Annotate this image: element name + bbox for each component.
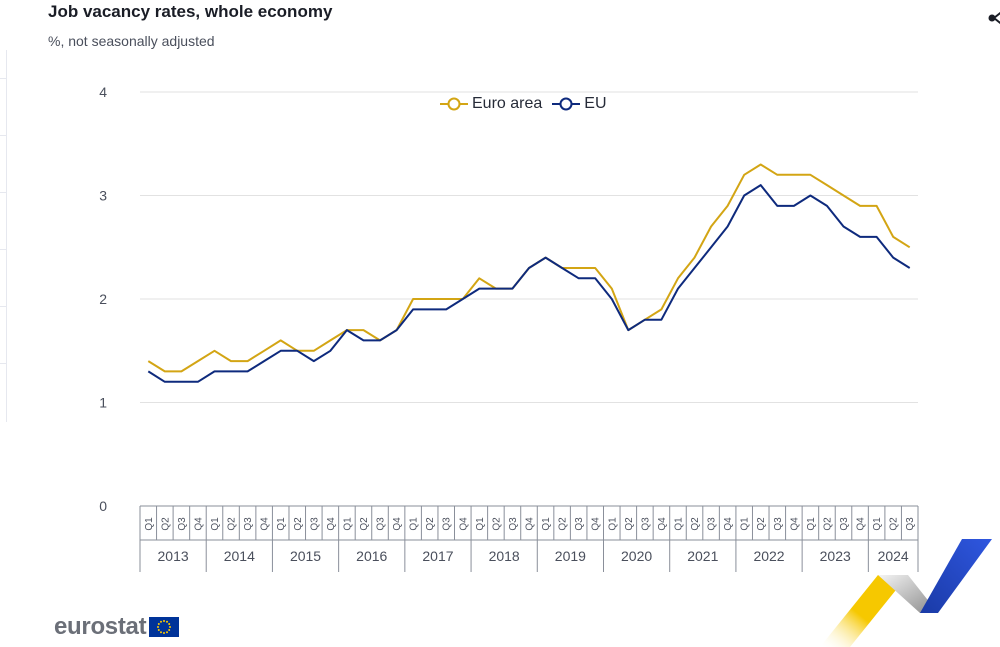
eurostat-logo: eurostat <box>54 613 180 641</box>
year-label: 2017 <box>422 548 453 564</box>
quarter-label: Q2 <box>822 517 833 531</box>
quarter-label: Q2 <box>690 517 701 531</box>
quarter-label: Q3 <box>243 517 254 531</box>
legend-label-euro-area: Euro area <box>472 95 543 112</box>
year-label: 2022 <box>753 548 784 564</box>
quarter-label: Q2 <box>558 517 569 531</box>
quarter-label: Q4 <box>326 517 337 531</box>
quarter-label: Q4 <box>591 517 602 531</box>
year-label: 2016 <box>356 548 387 564</box>
left-panel-edge <box>0 50 7 422</box>
panel-divider <box>0 78 6 79</box>
quarter-label: Q1 <box>409 517 420 531</box>
quarter-label: Q1 <box>210 517 221 531</box>
quarter-label: Q4 <box>260 517 271 531</box>
quarter-label: Q2 <box>227 517 238 531</box>
quarter-label: Q1 <box>342 517 353 531</box>
year-label: 2018 <box>489 548 520 564</box>
quarter-label: Q1 <box>740 517 751 531</box>
quarter-label: Q2 <box>293 517 304 531</box>
y-tick-label: 1 <box>99 395 107 411</box>
quarter-label: Q2 <box>425 517 436 531</box>
chart-title: Job vacancy rates, whole economy <box>48 2 333 21</box>
panel-divider <box>0 135 6 136</box>
year-label: 2020 <box>621 548 652 564</box>
quarter-label: Q2 <box>756 517 767 531</box>
y-tick-label: 0 <box>99 498 107 514</box>
quarter-label: Q3 <box>177 517 188 531</box>
quarter-label: Q4 <box>193 517 204 531</box>
euro-area-legend-marker-icon <box>440 97 468 111</box>
year-label: 2019 <box>555 548 586 564</box>
quarter-label: Q4 <box>392 517 403 531</box>
y-tick-label: 2 <box>99 291 107 307</box>
quarter-label: Q1 <box>607 517 618 531</box>
quarter-label: Q3 <box>574 517 585 531</box>
panel-divider <box>0 363 6 364</box>
year-label: 2023 <box>820 548 851 564</box>
quarter-label: Q4 <box>856 517 867 531</box>
quarter-label: Q4 <box>723 517 734 531</box>
quarter-label: Q2 <box>624 517 635 531</box>
panel-divider <box>0 249 6 250</box>
quarter-label: Q2 <box>160 517 171 531</box>
quarter-label: Q4 <box>525 517 536 531</box>
quarter-label: Q3 <box>442 517 453 531</box>
quarter-label: Q4 <box>657 517 668 531</box>
panel-divider <box>0 306 6 307</box>
series-line-eu <box>147 184 911 383</box>
quarter-label: Q2 <box>889 517 900 531</box>
quarter-label: Q1 <box>475 517 486 531</box>
quarter-label: Q1 <box>806 517 817 531</box>
share-icon[interactable] <box>978 2 1000 32</box>
quarter-label: Q4 <box>458 517 469 531</box>
quarter-label: Q3 <box>508 517 519 531</box>
logo-text: eurostat <box>54 613 147 640</box>
legend-item-eu[interactable]: EU <box>552 95 607 113</box>
quarter-label: Q3 <box>905 517 916 531</box>
quarter-label: Q3 <box>640 517 651 531</box>
decorative-chevron-graphic <box>820 539 992 647</box>
legend-item-euro-area[interactable]: Euro area <box>440 95 542 113</box>
quarter-label: Q3 <box>376 517 387 531</box>
year-label: 2014 <box>224 548 255 564</box>
quarter-label: Q1 <box>276 517 287 531</box>
year-label: 2013 <box>158 548 189 564</box>
y-tick-label: 3 <box>99 188 107 204</box>
y-tick-label: 4 <box>99 84 107 100</box>
year-label: 2015 <box>290 548 321 564</box>
quarter-label: Q3 <box>707 517 718 531</box>
quarter-label: Q4 <box>789 517 800 531</box>
chart-legend: Euro area EU <box>440 95 617 113</box>
quarter-label: Q1 <box>673 517 684 531</box>
quarter-label: Q3 <box>309 517 320 531</box>
quarter-label: Q2 <box>491 517 502 531</box>
year-label: 2024 <box>878 548 909 564</box>
panel-divider <box>0 192 6 193</box>
quarter-label: Q1 <box>872 517 883 531</box>
quarter-label: Q3 <box>839 517 850 531</box>
chart-subtitle: %, not seasonally adjusted <box>48 33 215 49</box>
eu-legend-marker-icon <box>552 97 581 111</box>
quarter-label: Q3 <box>773 517 784 531</box>
quarter-label: Q2 <box>359 517 370 531</box>
quarter-label: Q1 <box>541 517 552 531</box>
year-label: 2021 <box>687 548 718 564</box>
eu-flag-icon <box>149 617 180 637</box>
legend-label-eu: EU <box>584 95 607 112</box>
quarter-label: Q1 <box>144 517 155 531</box>
